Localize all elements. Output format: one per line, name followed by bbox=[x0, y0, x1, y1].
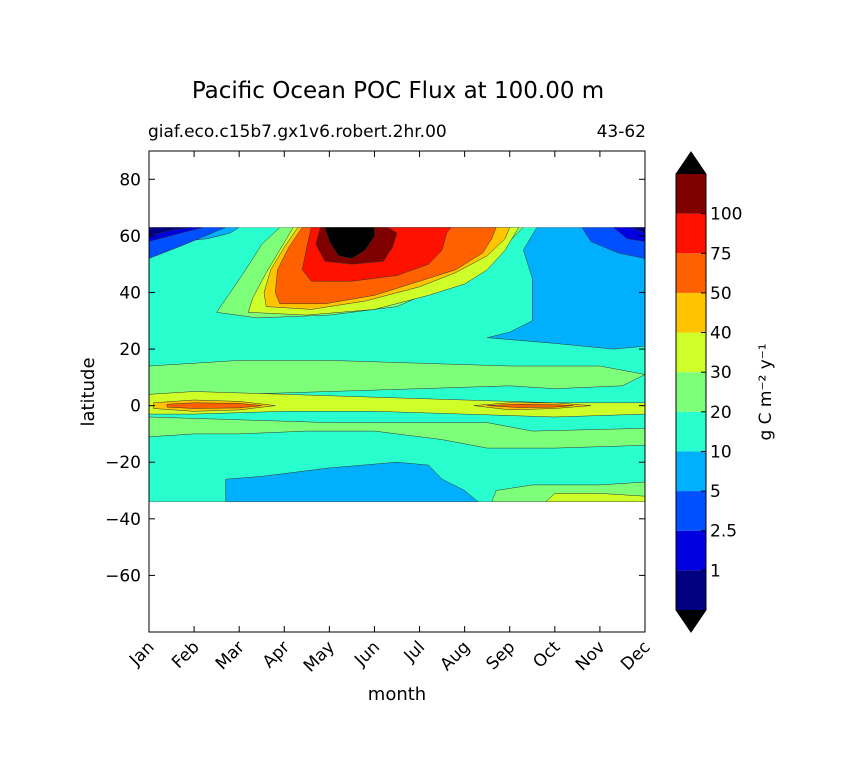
colorbar-segment bbox=[676, 530, 706, 571]
contour-region bbox=[149, 227, 190, 237]
x-tick-label: Sep bbox=[482, 637, 519, 674]
x-tick-label: Nov bbox=[572, 637, 610, 675]
colorbar-tick-label: 5 bbox=[710, 482, 721, 502]
y-tick-label: 0 bbox=[130, 397, 141, 417]
colorbar-segment bbox=[676, 570, 706, 610]
chart-subtitle-left: giaf.eco.c15b7.gx1v6.robert.2hr.00 bbox=[148, 122, 447, 142]
contour-region bbox=[149, 416, 645, 449]
x-tick-label: Mar bbox=[212, 637, 249, 674]
contour-region bbox=[149, 360, 645, 395]
x-tick-label: Feb bbox=[168, 637, 203, 672]
colorbar-segment bbox=[676, 253, 706, 293]
contour-region bbox=[545, 493, 645, 502]
x-tick-label: Jan bbox=[125, 637, 158, 670]
plot-frame bbox=[148, 150, 646, 633]
colorbar-segment bbox=[676, 174, 706, 214]
y-tick-label: 20 bbox=[119, 340, 141, 360]
colorbar-segment bbox=[676, 372, 706, 412]
x-tick-label: Apr bbox=[259, 637, 294, 672]
x-tick-label: May bbox=[300, 637, 339, 676]
plot-area bbox=[149, 227, 645, 502]
colorbar-outline bbox=[675, 151, 707, 633]
chart-subtitle-right: 43-62 bbox=[597, 122, 646, 142]
colorbar-extend-under bbox=[676, 610, 706, 632]
x-tick-label: Aug bbox=[437, 637, 475, 675]
colorbar-tick-label: 30 bbox=[710, 363, 732, 383]
y-axis-label: latitude bbox=[78, 357, 99, 426]
colorbar-tick-label: 1 bbox=[710, 561, 721, 581]
contour-region bbox=[324, 227, 375, 259]
contour-region bbox=[225, 461, 479, 502]
colorbar-segment bbox=[676, 491, 706, 531]
contour-region bbox=[149, 391, 645, 418]
y-tick-label: 80 bbox=[119, 170, 141, 190]
contour-region bbox=[166, 402, 262, 409]
x-tick-label: Oct bbox=[529, 637, 564, 672]
colorbar-tick-label: 75 bbox=[710, 244, 732, 264]
x-tick-label: Jul bbox=[400, 637, 429, 666]
x-axis-label: month bbox=[368, 684, 426, 705]
colorbar-extend-over bbox=[676, 152, 706, 174]
colorbar-segment bbox=[676, 411, 706, 452]
y-tick-label: 60 bbox=[119, 227, 141, 247]
colorbar-label: g C m⁻² y⁻¹ bbox=[756, 343, 776, 440]
contour-region bbox=[631, 227, 645, 234]
colorbar-tick-label: 40 bbox=[710, 324, 732, 344]
colorbar-segment bbox=[676, 332, 706, 373]
colorbar-segment bbox=[676, 292, 706, 333]
y-tick-label: −20 bbox=[105, 453, 141, 473]
y-tick-label: 40 bbox=[119, 283, 141, 303]
colorbar-tick-label: 100 bbox=[710, 205, 742, 225]
x-tick-label: Dec bbox=[617, 637, 654, 674]
colorbar-segment bbox=[676, 213, 706, 254]
x-tick-label: Jun bbox=[350, 637, 384, 671]
y-tick-label: −40 bbox=[105, 510, 141, 530]
colorbar-tick-label: 2.5 bbox=[710, 522, 737, 542]
contour-region bbox=[487, 403, 573, 408]
colorbar: 1 2.5 5 10 20 30 40 50 75 100 bbox=[675, 151, 742, 633]
y-axis: 80 60 40 20 0 −20 −40 −60 bbox=[105, 170, 645, 586]
chart-title: Pacific Ocean POC Flux at 100.00 m bbox=[192, 78, 604, 104]
y-tick-label: −60 bbox=[105, 566, 141, 586]
colorbar-tick-label: 10 bbox=[710, 442, 732, 462]
colorbar-segment bbox=[676, 451, 706, 492]
colorbar-tick-label: 20 bbox=[710, 403, 732, 423]
colorbar-tick-label: 50 bbox=[710, 284, 732, 304]
contour-region bbox=[487, 227, 645, 350]
